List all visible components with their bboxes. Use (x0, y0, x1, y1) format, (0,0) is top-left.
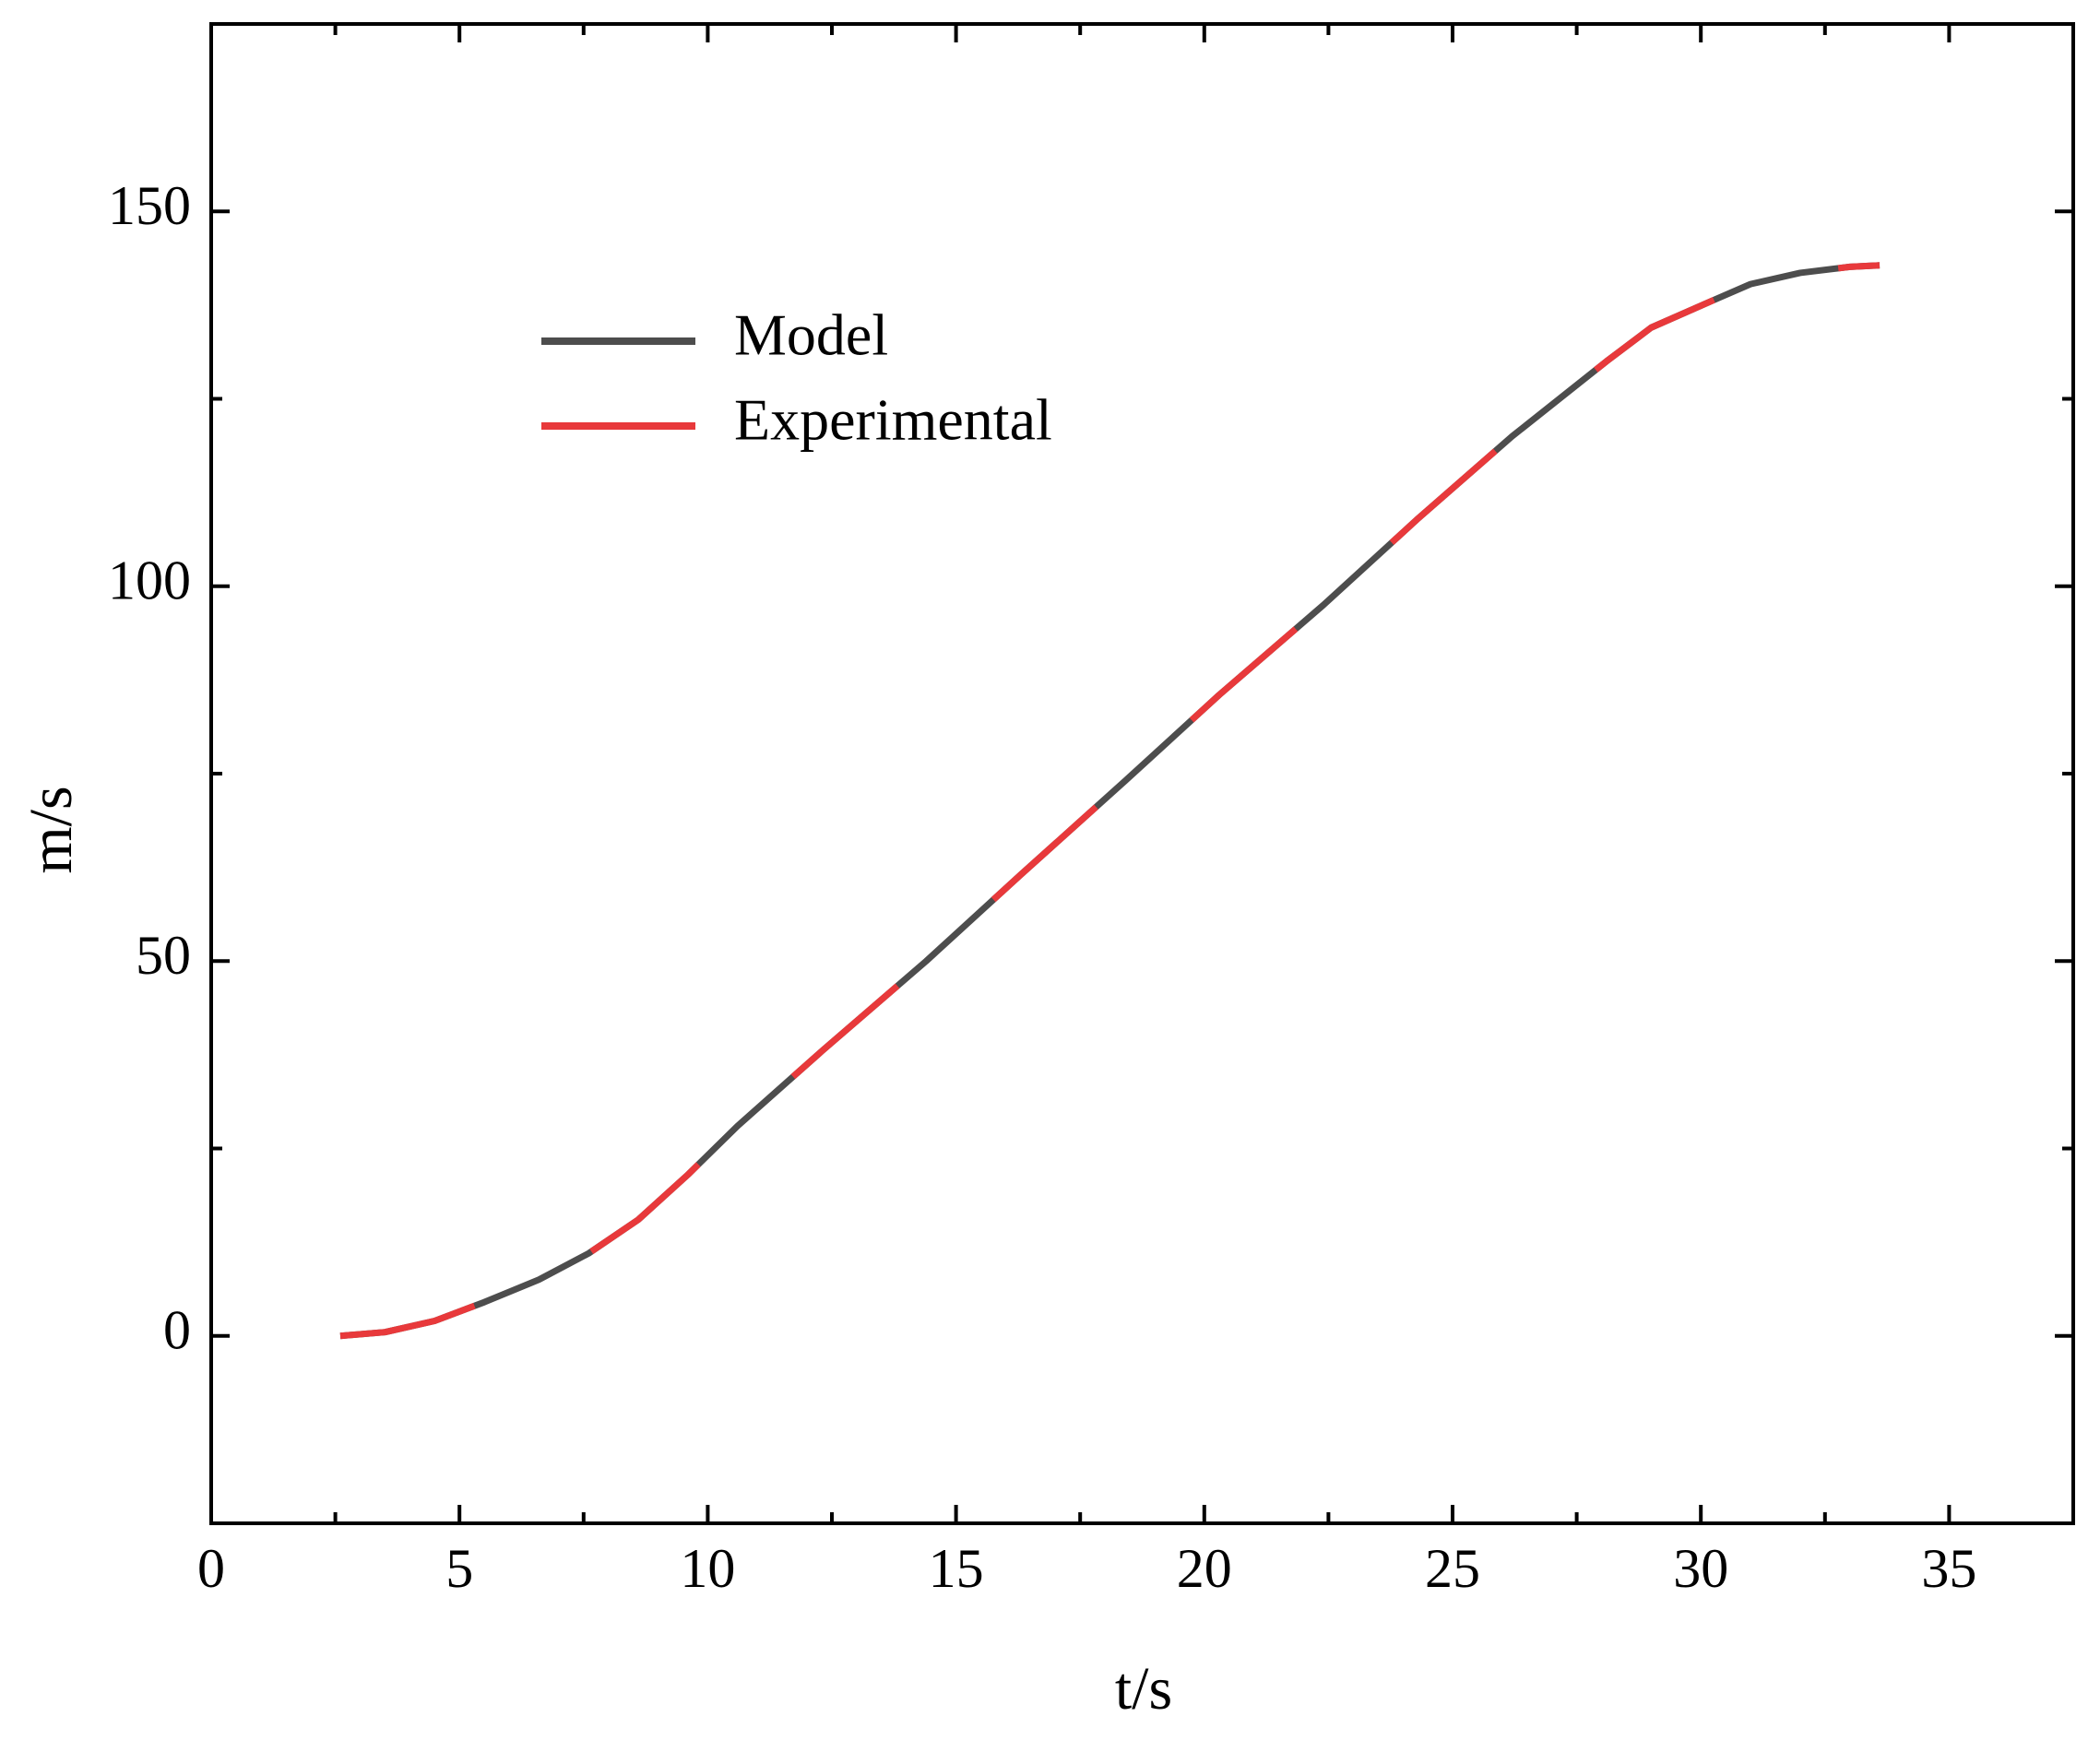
legend-label: Model (734, 302, 888, 368)
x-tick-label: 20 (1177, 1538, 1232, 1599)
y-tick-label: 0 (163, 1300, 191, 1361)
x-tick-label: 30 (1673, 1538, 1728, 1599)
series-line (339, 262, 1881, 1340)
y-tick-label: 50 (136, 925, 191, 986)
y-tick-label: 100 (108, 550, 191, 611)
x-tick-label: 5 (445, 1538, 473, 1599)
x-tick-label: 10 (680, 1538, 735, 1599)
x-tick-label: 35 (1921, 1538, 1976, 1599)
x-tick-label: 15 (929, 1538, 984, 1599)
x-tick-label: 25 (1425, 1538, 1480, 1599)
x-axis-title: t/s (1115, 1655, 1172, 1722)
y-tick-label: 150 (108, 175, 191, 236)
x-tick-label: 0 (197, 1538, 225, 1599)
legend-label: Experimental (734, 387, 1052, 453)
y-axis-title: m/s (18, 786, 85, 873)
